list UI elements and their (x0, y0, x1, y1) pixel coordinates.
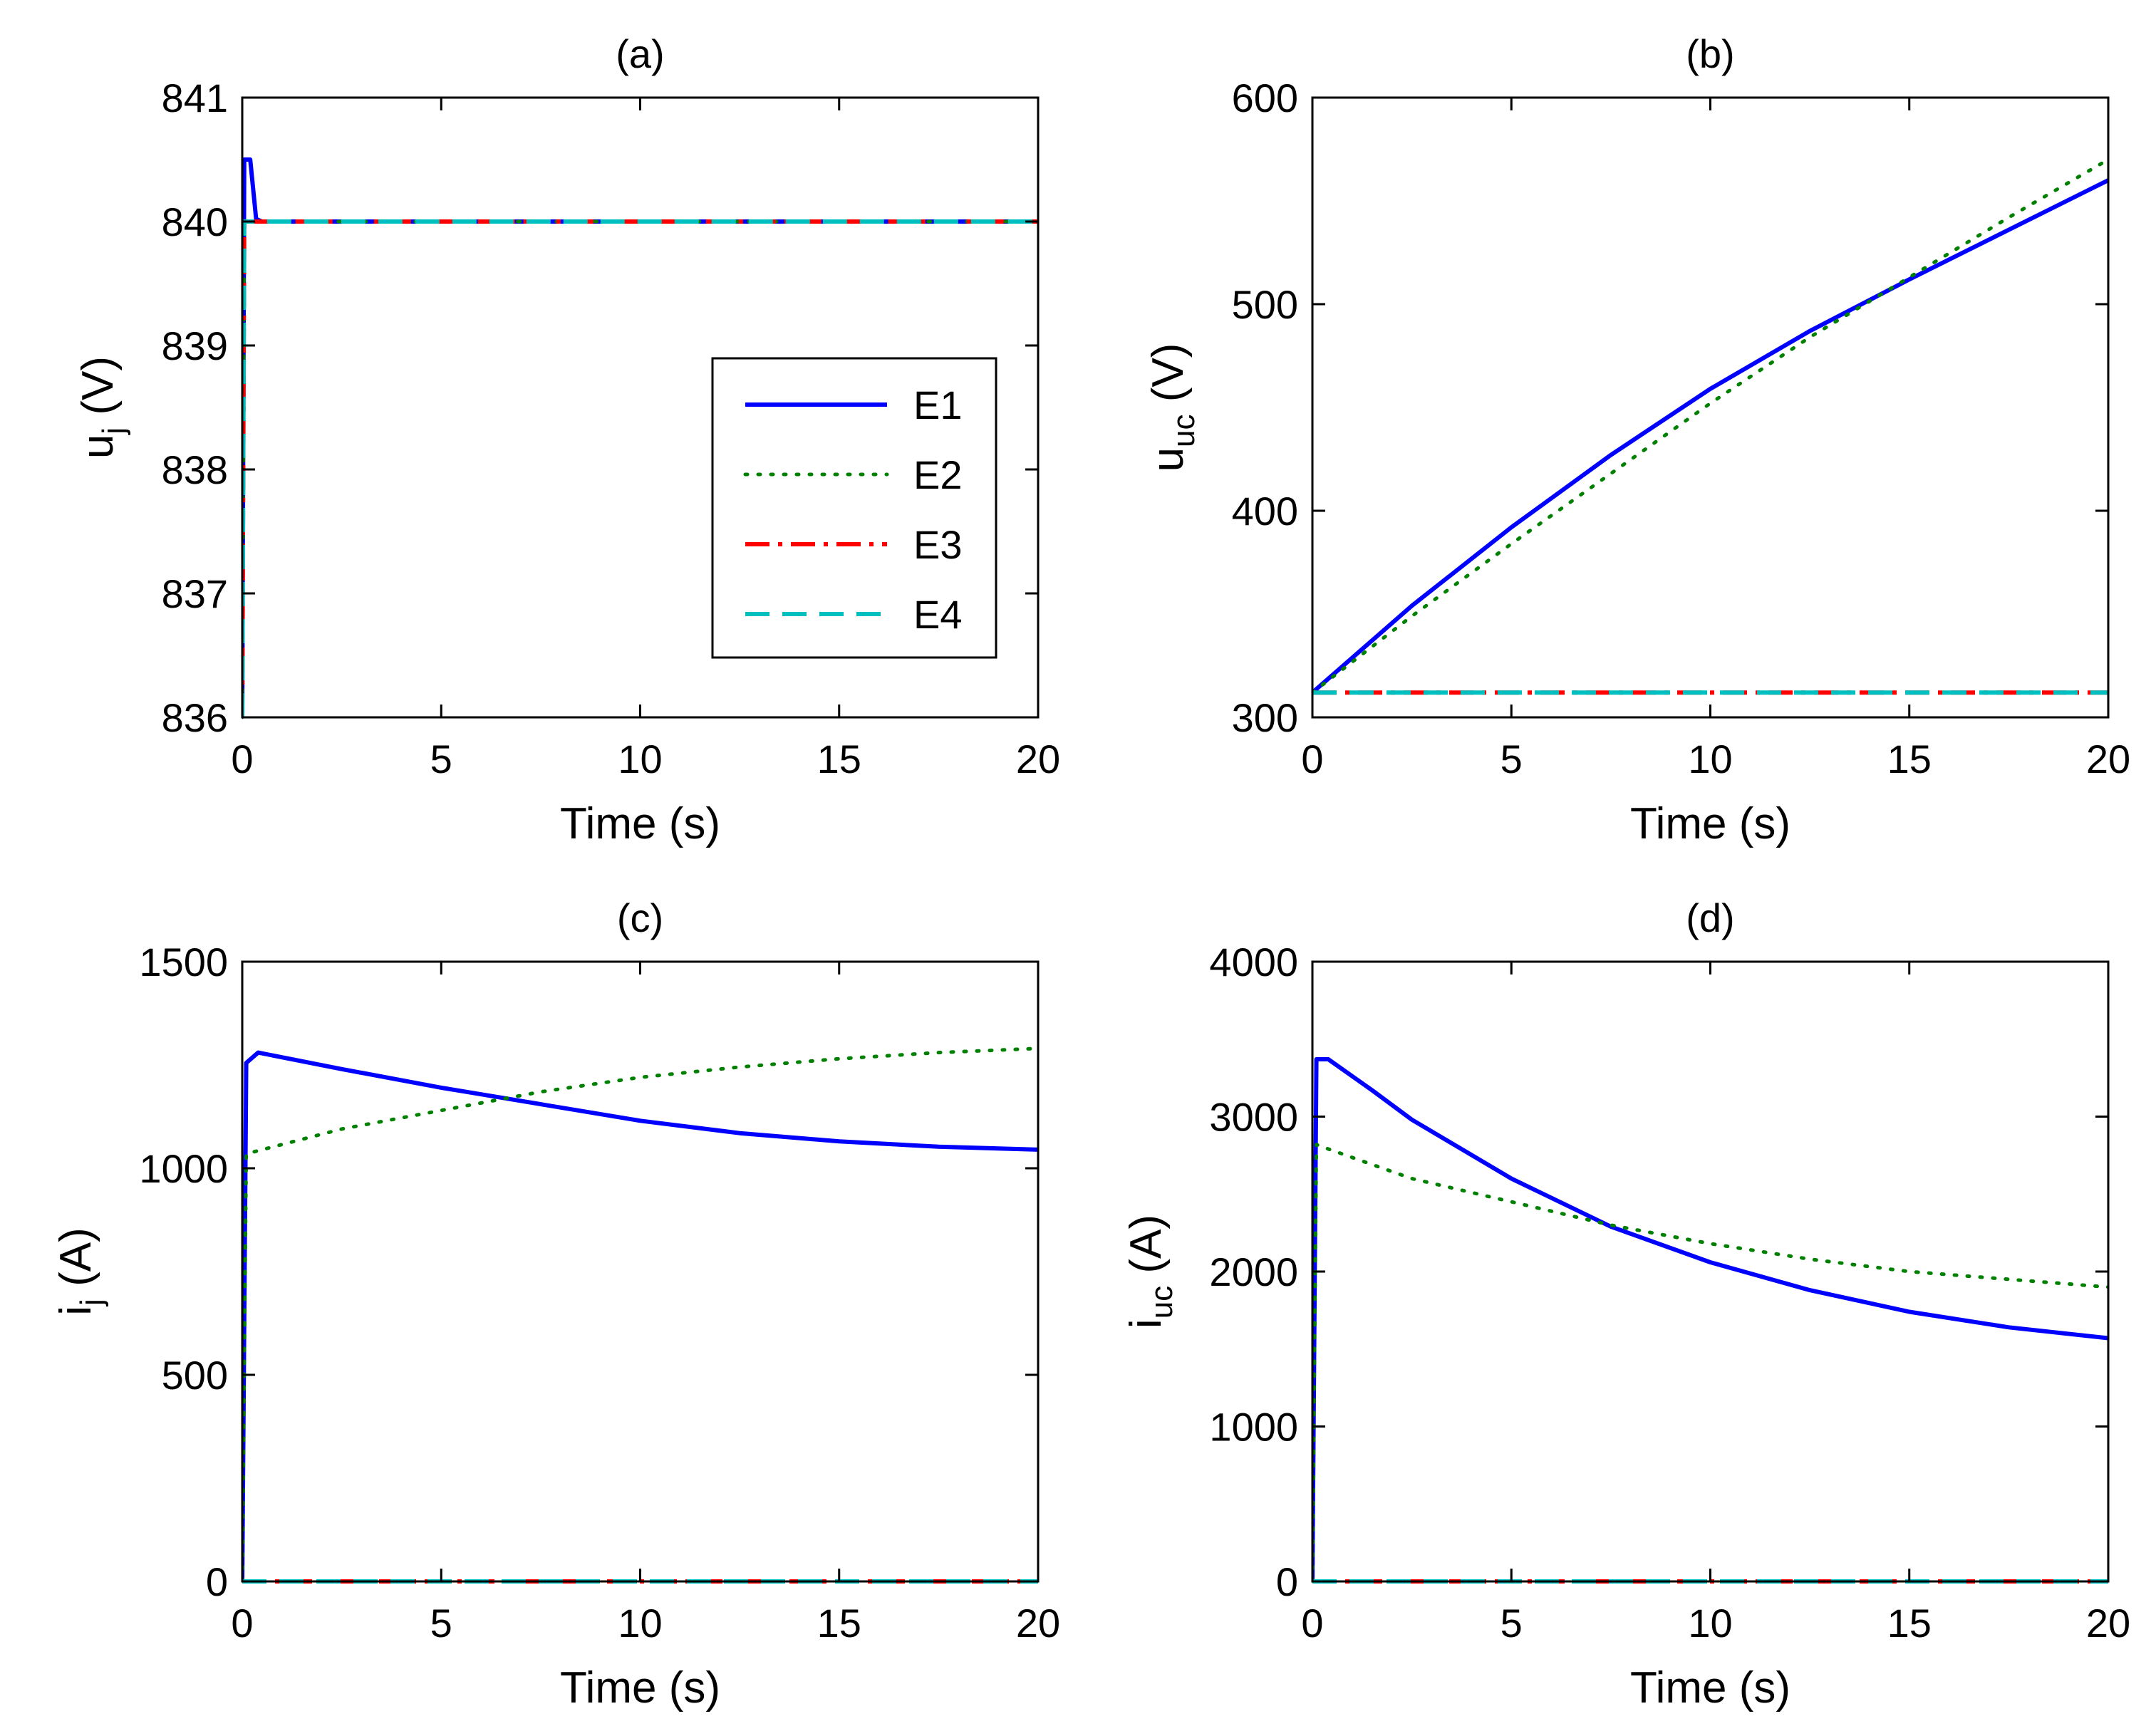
panel-d: 0 5 10 15 20 0 1000 2000 3000 4000 (d) Time (s) iuc … (1121, 895, 2130, 1712)
y-tick-label: 0 (206, 1559, 228, 1604)
x-tick-label: 20 (2086, 1601, 2130, 1646)
series-e1-line-panel-c (242, 1050, 1038, 1582)
y-axis-label-unit: (A) (51, 1227, 100, 1299)
y-axis-label-unit: (V) (73, 356, 123, 427)
y-tick-label: 839 (162, 323, 228, 368)
series-e2-line-panel-b (1312, 157, 2108, 695)
series-e1-line-panel-d (1312, 1057, 2108, 1582)
panel-title: (c) (617, 895, 663, 940)
y-axis-label-subscript: uc (1166, 414, 1201, 447)
x-tick-label: 5 (430, 737, 452, 781)
panel-title: (d) (1686, 895, 1734, 940)
y-tick-label: 4000 (1209, 940, 1298, 984)
x-tick-label: 20 (1016, 1601, 1060, 1646)
y-tick-label: 837 (162, 571, 228, 616)
x-tick-label: 10 (1688, 1601, 1732, 1646)
x-tick-label: 0 (231, 1601, 253, 1646)
x-tick-label: 20 (2086, 737, 2130, 781)
x-axis-label: Time (s) (1630, 1663, 1790, 1712)
series-e2-line-panel-d (1312, 1143, 2108, 1584)
y-tick-label: 1500 (139, 940, 228, 984)
y-tick-label: 1000 (1209, 1405, 1298, 1450)
x-tick-label: 15 (817, 1601, 861, 1646)
y-tick-label: 841 (162, 76, 228, 120)
legend-label-e1: E1 (913, 383, 963, 427)
y-axis-label-subscript: uc (1144, 1286, 1179, 1319)
y-tick-label: 840 (162, 199, 228, 244)
y-tick-label: 0 (1276, 1559, 1298, 1604)
y-tick-label: 500 (1232, 282, 1298, 327)
panel-a: 0 5 10 15 20 836 837 838 839 840 841 (a) Time (s) uj … (73, 31, 1060, 848)
x-tick-label: 10 (618, 737, 662, 781)
x-axis-label: Time (s) (1630, 799, 1790, 848)
y-tick-label: 2000 (1209, 1249, 1298, 1294)
legend: E1 E2 E3 E4 (711, 357, 997, 659)
y-axis-label: uj (V) (73, 356, 131, 459)
x-axis-label: Time (s) (560, 799, 720, 848)
axes-frame (1311, 960, 2110, 1583)
x-tick-label: 20 (1016, 737, 1060, 781)
panel-c: 0 5 10 15 20 0 500 1000 1500 (c) Time (s) ij (A) (51, 895, 1060, 1712)
y-axis-label-main: i (1121, 1319, 1171, 1329)
x-tick-label: 15 (1887, 1601, 1932, 1646)
y-tick-label: 500 (162, 1353, 228, 1398)
x-tick-label: 0 (1301, 1601, 1323, 1646)
x-axis-label: Time (s) (560, 1663, 720, 1712)
y-tick-label: 400 (1232, 489, 1298, 534)
series-e1-line-panel-b (1312, 178, 2108, 695)
y-axis-label: iuc (A) (1121, 1215, 1179, 1329)
y-axis-label: ij (A) (51, 1227, 109, 1315)
x-tick-label: 10 (618, 1601, 662, 1646)
x-tick-label: 0 (231, 737, 253, 781)
x-tick-label: 10 (1688, 737, 1732, 781)
y-axis-label-main: i (51, 1306, 100, 1316)
legend-label-e3: E3 (913, 522, 963, 567)
y-tick-label: 838 (162, 447, 228, 492)
x-tick-label: 5 (1500, 737, 1523, 781)
x-tick-label: 0 (1301, 737, 1323, 781)
y-tick-label: 3000 (1209, 1095, 1298, 1140)
x-tick-label: 5 (430, 1601, 452, 1646)
y-tick-label: 836 (162, 695, 228, 740)
legend-box (711, 357, 997, 659)
y-tick-label: 300 (1232, 695, 1298, 740)
panel-title: (a) (616, 31, 664, 76)
y-axis-label-unit: (A) (1121, 1215, 1171, 1286)
y-axis-label-unit: (V) (1144, 343, 1193, 415)
x-tick-label: 15 (1887, 737, 1932, 781)
x-tick-label: 5 (1500, 1601, 1523, 1646)
y-axis-label-subscript: j (96, 427, 131, 436)
panel-b: 0 5 10 15 20 300 400 500 600 (b) Time (s) uuc (V) (1144, 31, 2130, 848)
panel-title: (b) (1686, 31, 1734, 76)
series-e2-line-panel-c (242, 1046, 1038, 1584)
axes-frame (1311, 96, 2110, 719)
x-tick-label: 15 (817, 737, 861, 781)
y-tick-label: 600 (1232, 76, 1298, 120)
y-axis-label: uuc (V) (1144, 343, 1201, 472)
axes-frame (241, 960, 1040, 1583)
y-axis-label-main: u (73, 435, 123, 459)
y-axis-label-main: u (1144, 447, 1193, 472)
legend-label-e2: E2 (913, 452, 963, 497)
y-axis-label-subscript: j (74, 1299, 109, 1307)
legend-label-e4: E4 (913, 592, 963, 637)
y-tick-label: 1000 (139, 1146, 228, 1191)
